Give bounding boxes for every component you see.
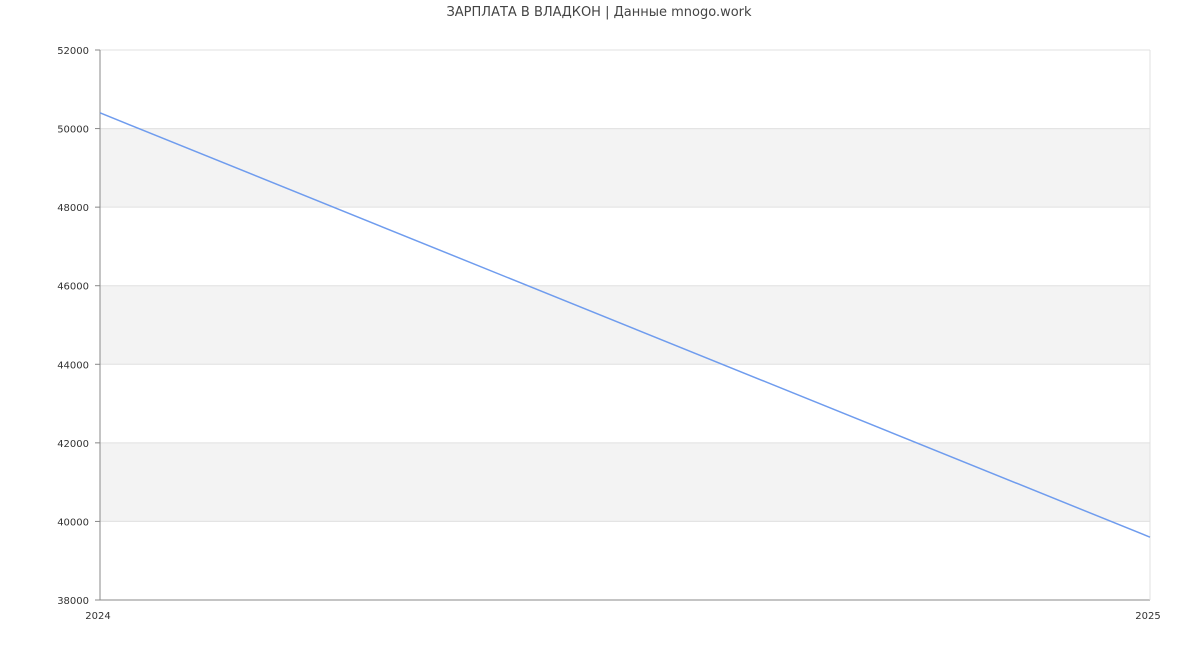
chart-title: ЗАРПЛАТА В ВЛАДКОН | Данные mnogo.work — [446, 5, 752, 20]
y-tick-label: 52000 — [57, 46, 89, 57]
y-tick-label: 46000 — [57, 282, 89, 293]
grid-band — [100, 128, 1150, 208]
y-tick-label: 38000 — [57, 596, 89, 607]
x-tick-label: 2025 — [1135, 611, 1160, 622]
series-line — [99, 112, 1151, 538]
y-tick-label: 42000 — [57, 439, 89, 450]
x-tick-label: 2024 — [85, 611, 110, 622]
grid-band — [100, 442, 1150, 522]
y-tick-label: 44000 — [57, 360, 89, 371]
y-tick-label: 40000 — [57, 517, 89, 528]
y-tick-label: 50000 — [57, 125, 89, 136]
y-tick-label: 48000 — [57, 203, 89, 214]
